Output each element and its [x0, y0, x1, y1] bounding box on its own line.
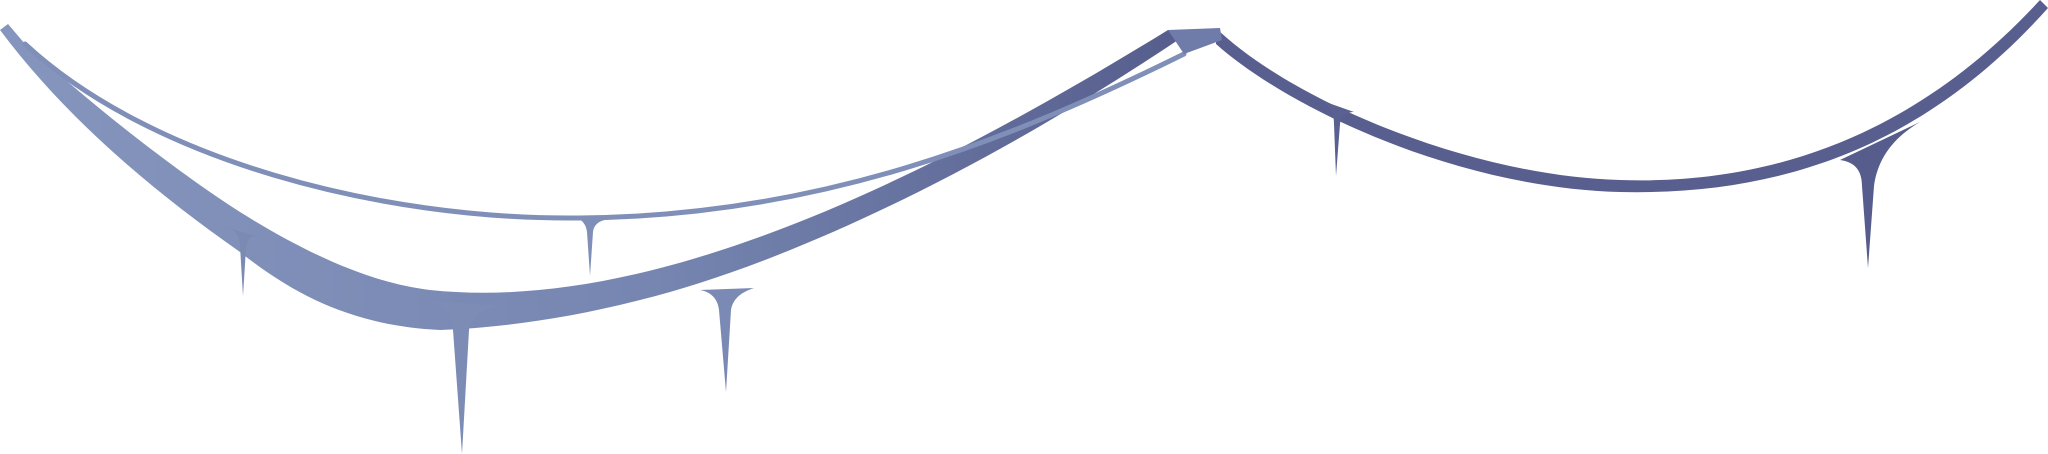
pendant-drop-2	[570, 216, 610, 276]
pendant-drop-5	[1320, 100, 1354, 176]
pendant-drop-6	[1840, 122, 1920, 268]
right-swag	[1216, 0, 2048, 193]
pendant-drop-4	[700, 288, 754, 392]
central-peak	[1168, 28, 1222, 54]
left-outer-swag	[0, 24, 1184, 330]
pendant-drop-3	[424, 300, 500, 454]
